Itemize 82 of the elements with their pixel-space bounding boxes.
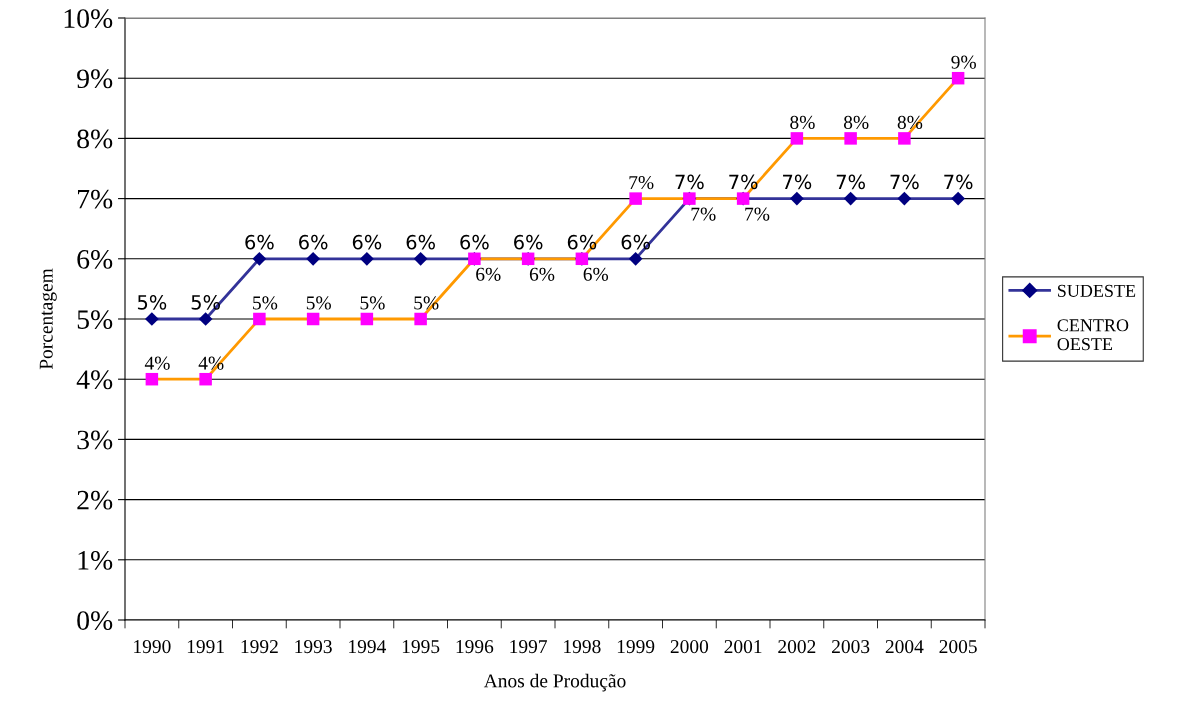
data-label: 4% — [144, 356, 170, 370]
data-label: 6% — [406, 234, 435, 250]
point — [360, 312, 374, 326]
point — [306, 312, 320, 326]
x-tick-label: 2003 — [832, 640, 870, 654]
data-label: 9% — [951, 55, 976, 69]
y-tick-label: 8% — [77, 129, 113, 149]
data-label: 7% — [691, 207, 716, 221]
data-label: 6% — [476, 267, 501, 281]
y-tick-label: 2% — [77, 490, 113, 510]
point — [844, 132, 857, 145]
data-label: 5% — [253, 296, 278, 310]
data-label: 7% — [836, 174, 865, 190]
point — [413, 251, 428, 266]
data-label: 6% — [299, 234, 328, 250]
data-label: 5% — [137, 294, 167, 310]
data-label: 7% — [729, 174, 758, 190]
y-tick-label: 7% — [78, 189, 113, 209]
data-label: 5% — [191, 294, 220, 310]
data-label: 8% — [843, 115, 869, 129]
x-tick-label: 2001 — [724, 640, 762, 654]
point — [951, 71, 965, 85]
data-label: 6% — [583, 267, 609, 281]
y-tick-label: 4% — [76, 370, 113, 390]
data-label: 8% — [790, 115, 815, 129]
x-tick-label: 1996 — [456, 640, 494, 654]
point — [199, 372, 212, 386]
data-label: 7% — [745, 207, 770, 221]
point — [790, 132, 804, 145]
x-tick-label: 2005 — [939, 640, 977, 654]
x-tick-label: 2002 — [778, 640, 816, 654]
data-label: 6% — [621, 234, 650, 250]
x-tick-label: 1994 — [349, 640, 387, 654]
y-tick-label: 0% — [77, 611, 113, 630]
x-tick-label: 2000 — [670, 640, 709, 654]
x-tick-label: 2004 — [885, 640, 924, 654]
x-tick-label: 1992 — [241, 640, 278, 654]
data-label: 5% — [306, 296, 331, 310]
data-label: 7% — [629, 175, 654, 190]
point — [843, 191, 858, 206]
point — [414, 312, 427, 326]
x-tick-label: 1995 — [402, 640, 440, 654]
point — [145, 372, 159, 386]
point — [790, 191, 804, 206]
data-label: 7% — [675, 174, 704, 190]
data-label: 5% — [360, 296, 385, 310]
y-tick-label: 5% — [77, 310, 113, 329]
point — [628, 251, 643, 266]
y-axis-title: Porcentagem — [39, 268, 57, 370]
y-tick-label: 9% — [77, 69, 113, 89]
y-tick-label: 10% — [64, 9, 113, 28]
point — [252, 251, 267, 266]
x-axis-title: Anos de Produção — [483, 673, 626, 692]
data-label: 6% — [529, 267, 555, 281]
x-tick-label: 1999 — [617, 640, 655, 654]
point — [253, 312, 266, 326]
data-label: 7% — [890, 174, 919, 190]
x-tick-label: 1993 — [295, 640, 332, 654]
point — [898, 132, 911, 145]
legend-label: SUDESTE — [1058, 284, 1136, 297]
data-label: 6% — [245, 234, 274, 250]
y-tick-label: 1% — [78, 550, 113, 570]
data-label: 7% — [783, 174, 812, 190]
y-tick-label: 3% — [77, 430, 113, 450]
point — [198, 312, 213, 326]
point — [360, 251, 374, 266]
x-tick-label: 1990 — [134, 640, 171, 654]
y-tick-label: 6% — [77, 249, 113, 269]
data-label: 6% — [567, 234, 597, 250]
point — [145, 312, 159, 326]
x-tick-label: 1991 — [187, 640, 224, 654]
data-label: 6% — [352, 234, 382, 250]
x-tick-label: 1997 — [510, 640, 548, 654]
point — [306, 251, 320, 266]
point — [629, 192, 642, 205]
x-tick-label: 1998 — [564, 640, 601, 654]
data-label: 6% — [460, 234, 489, 250]
legend-label: CENTRO OESTE — [1057, 319, 1129, 351]
data-label: 6% — [514, 234, 543, 250]
point — [897, 191, 912, 206]
point — [951, 191, 965, 206]
data-label: 7% — [944, 174, 973, 190]
